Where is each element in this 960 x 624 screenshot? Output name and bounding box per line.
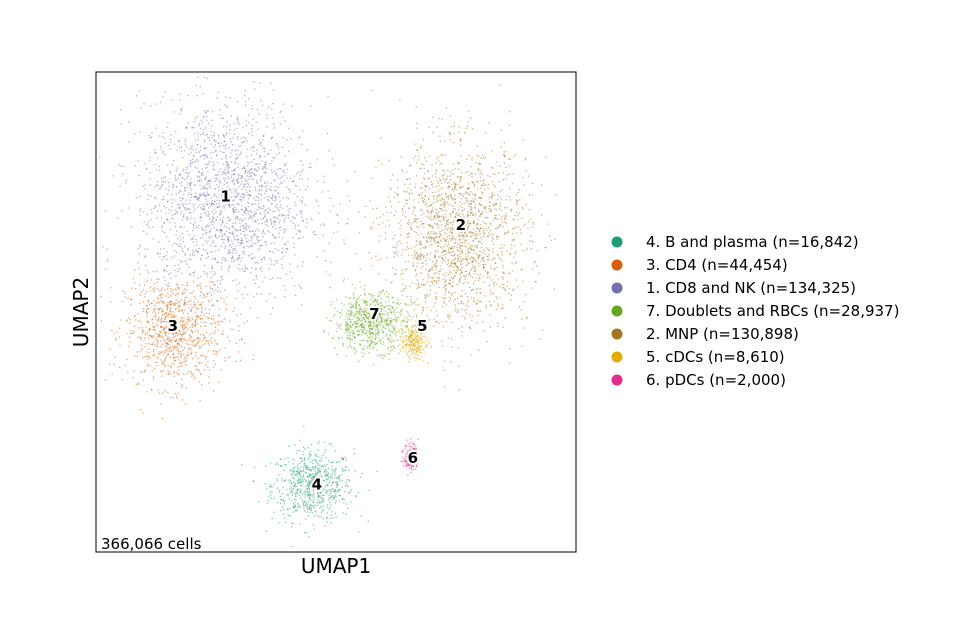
legend-marker-1 [611,282,623,294]
cluster-7-points [323,277,418,366]
cluster-label-4: 4 [312,475,322,493]
legend-entry-3: 3. CD4 (n=44,454) [646,256,788,274]
cluster-4-points [241,425,378,548]
legend-entry-5: 5. cDCs (n=8,610) [646,348,785,366]
plot-frame [95,71,577,553]
cluster-5-points [398,319,431,362]
cluster-label-7: 7 [369,305,379,323]
legend-marker-6 [611,374,623,386]
cluster-3-points [100,250,246,420]
legend-marker-7 [611,305,623,317]
cluster-label-3: 3 [168,317,178,335]
cluster-label-1: 1 [220,187,230,205]
legend-marker-5 [611,351,623,363]
cluster-2-points [343,84,557,391]
legend-marker-3 [611,259,623,271]
cluster-label-5: 5 [417,317,427,335]
cluster-6-points [400,438,419,476]
legend-entry-7: 7. Doublets and RBCs (n=28,937) [646,302,899,320]
legend-entry-6: 6. pDCs (n=2,000) [646,371,786,389]
cluster-label-6: 6 [408,449,418,467]
legend-entry-2: 2. MNP (n=130,898) [646,325,799,343]
y-axis-label: UMAP2 [69,277,93,347]
legend-marker-2 [611,328,623,340]
cluster-labels: 1 2 3 4 5 6 7 [166,185,468,495]
x-axis-label: UMAP1 [301,554,371,578]
legend-entry-4: 4. B and plasma (n=16,842) [646,233,859,251]
scatter-points [98,76,557,548]
cluster-1-points [98,76,412,361]
cluster-label-2: 2 [456,216,466,234]
legend: 4. B and plasma (n=16,842) 3. CD4 (n=44,4… [611,233,899,389]
cell-count-note: 366,066 cells [101,535,202,553]
legend-entry-1: 1. CD8 and NK (n=134,325) [646,279,856,297]
legend-marker-4 [611,236,623,248]
